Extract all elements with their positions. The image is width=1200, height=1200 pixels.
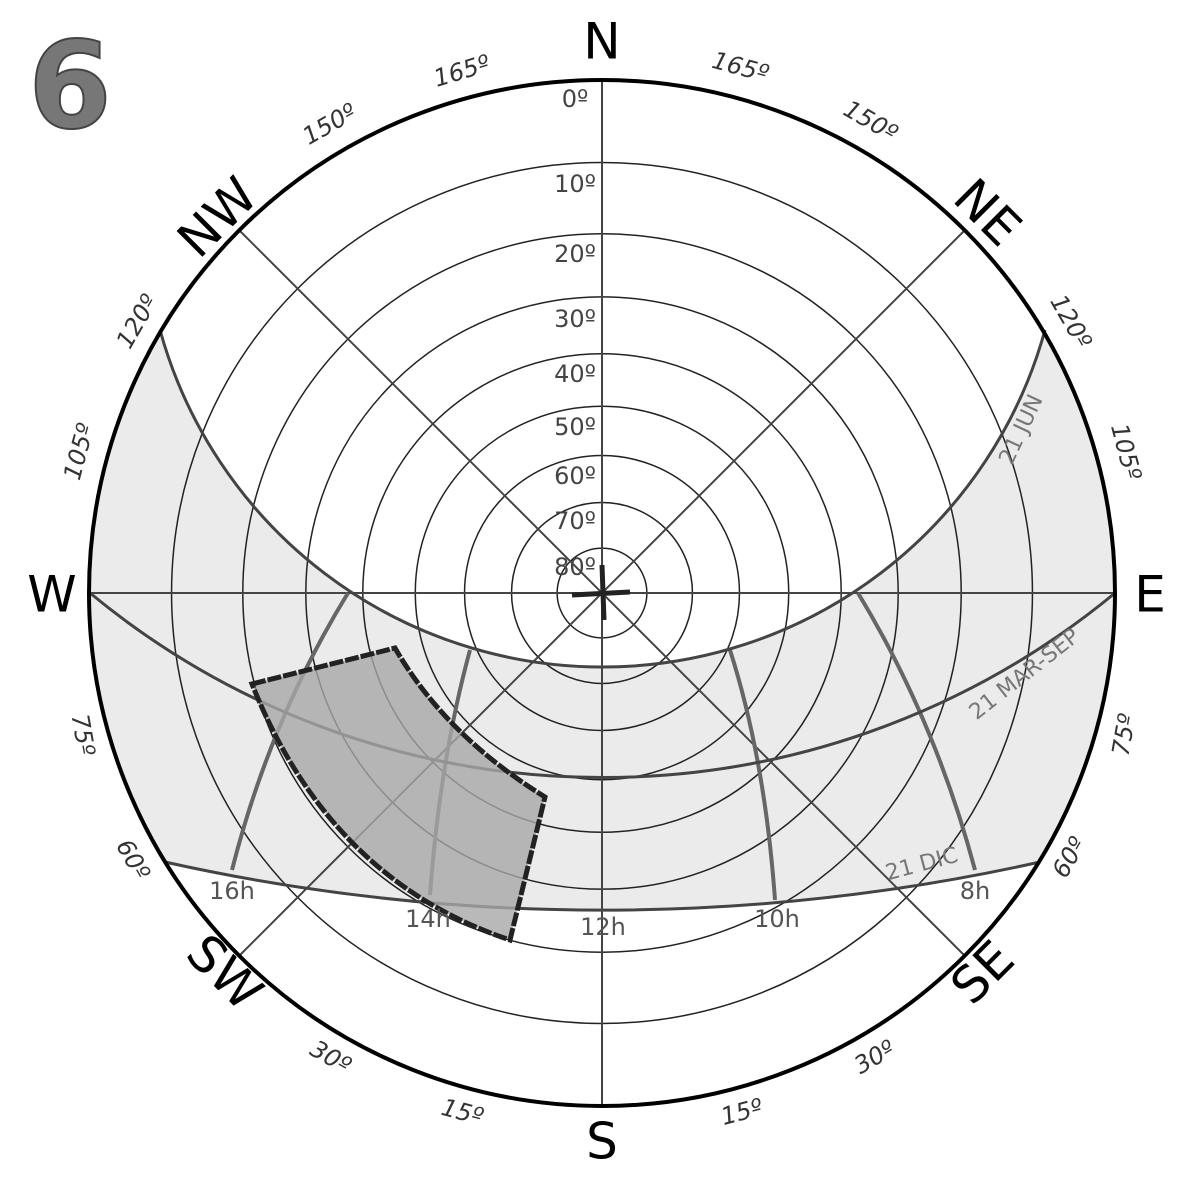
hour-line-10 (728, 649, 777, 901)
azimuth-label: 105º (1105, 421, 1147, 484)
hour-line-8 (856, 591, 977, 871)
figure-number: 6 (28, 18, 112, 157)
altitude-label: 80º (554, 553, 596, 581)
hour-label: 10h (754, 905, 800, 933)
altitude-label: 30º (554, 305, 596, 333)
azimuth-label: 165º (430, 49, 493, 93)
curve-jun (158, 329, 1047, 669)
azimuth-label: 75º (66, 712, 101, 759)
hour-label: 14h (405, 905, 451, 933)
horizon-circle (87, 78, 1117, 1108)
cardinal-label: W (27, 566, 76, 624)
altitude-label: 40º (554, 360, 596, 388)
cardinal-label: NE (943, 168, 1033, 258)
altitude-label: 70º (554, 507, 596, 535)
azimuth-label: 15º (718, 1093, 766, 1131)
azimuth-label: 15º (438, 1093, 486, 1131)
cardinal-label: SW (175, 923, 273, 1021)
altitude-label: 60º (554, 462, 596, 490)
altitude-label: 20º (554, 240, 596, 268)
azimuth-label: 150º (839, 95, 903, 148)
cardinal-label: NW (166, 166, 268, 268)
center-v (599, 564, 607, 621)
azimuth-label: 105º (58, 420, 100, 483)
azimuth-label: 30º (305, 1035, 356, 1081)
altitude-label: 10º (554, 170, 596, 198)
azimuth-label: 75º (1107, 711, 1142, 758)
altitude-label: 50º (554, 413, 596, 441)
azimuth-label: 30º (849, 1034, 900, 1080)
cardinal-label: S (586, 1113, 618, 1171)
cardinal-label: N (583, 13, 620, 71)
azimuth-label: 150º (298, 97, 362, 150)
altitude-label: 0º (562, 85, 589, 113)
hour-label: 8h (960, 877, 990, 905)
center-mark (571, 564, 631, 621)
azimuth-label: 60º (110, 834, 156, 885)
date-curves (89, 329, 1116, 912)
obstruction-region (248, 645, 548, 944)
cardinal-label: E (1134, 566, 1166, 624)
hour-label: 16h (209, 877, 255, 905)
curve-dic (164, 860, 1041, 912)
hour-label: 12h (580, 913, 626, 941)
azimuth-label: 165º (709, 46, 772, 88)
curve-mar-sep (89, 591, 1116, 780)
